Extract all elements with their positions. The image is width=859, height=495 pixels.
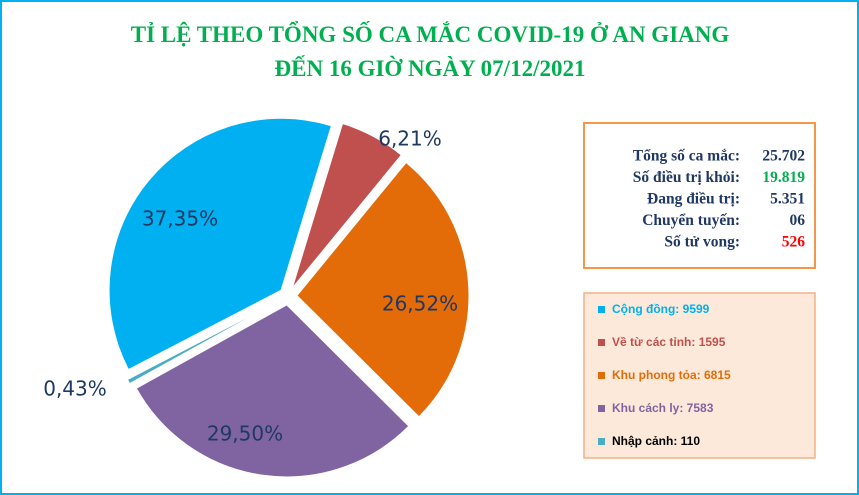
pie-slice <box>108 117 332 371</box>
slice-label: 29,50% <box>207 422 283 446</box>
legend-label: Nhập cảnh: 110 <box>612 434 700 448</box>
legend-swatch <box>598 372 605 379</box>
legend-label: Khu cách ly: 7583 <box>612 401 714 415</box>
legend-label: Cộng đồng: 9599 <box>612 302 710 316</box>
legend-box <box>583 292 816 459</box>
slice-label: 6,21% <box>378 127 442 151</box>
summary-label: Chuyển tuyến: <box>642 212 740 229</box>
summary-label: Tổng số ca mắc: <box>633 148 740 165</box>
legend-label: Về từ các tỉnh: 1595 <box>612 335 726 349</box>
pie-slice <box>126 299 281 385</box>
summary-value: 25.702 <box>762 148 805 165</box>
slice-label: 37,35% <box>142 207 218 231</box>
summary-value: 06 <box>790 212 806 229</box>
summary-value: 19.819 <box>762 169 805 186</box>
chart-subtitle: ĐẾN 16 GIỜ NGÀY 07/12/2021 <box>275 55 586 81</box>
pie-slice <box>291 122 403 289</box>
legend-swatch <box>598 339 605 346</box>
legend-swatch <box>598 438 605 445</box>
chart-title: TỈ LỆ THEO TỔNG SỐ CA MẮC COVID-19 Ở AN … <box>131 21 730 47</box>
summary-label: Số điều trị khỏi: <box>633 169 740 186</box>
slice-label: 26,52% <box>382 292 458 316</box>
summary-value: 5.351 <box>770 191 805 208</box>
legend-swatch <box>598 405 605 412</box>
summary-label: Số tử vong: <box>664 234 740 251</box>
summary-label: Đang điều trị: <box>647 191 740 208</box>
pie-slice <box>296 161 470 418</box>
summary-value: 526 <box>782 234 806 251</box>
pie-slice <box>135 304 410 478</box>
legend-swatch <box>598 306 605 313</box>
summary-box <box>583 122 816 269</box>
slice-label: 0,43% <box>43 377 107 401</box>
legend-label: Khu phong tỏa: 6815 <box>612 368 731 382</box>
